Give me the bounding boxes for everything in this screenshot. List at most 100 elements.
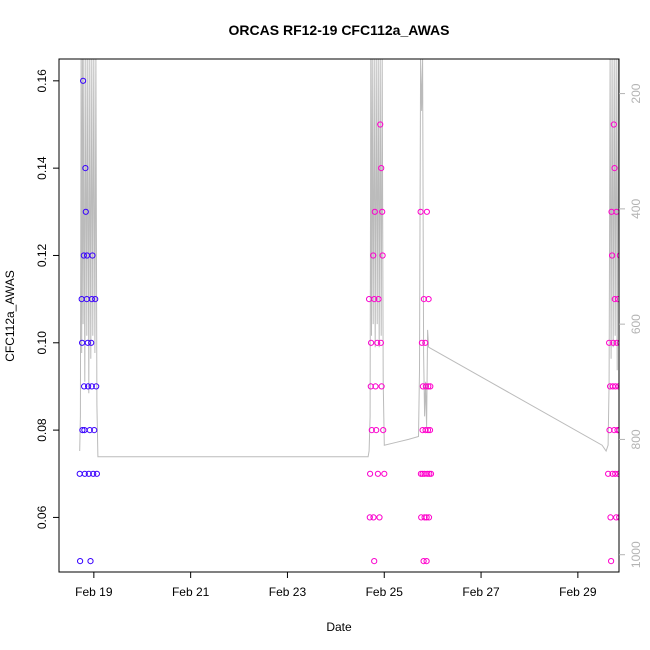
data-point (608, 558, 615, 565)
data-point (425, 296, 432, 303)
data-point (370, 252, 377, 259)
data-point (421, 514, 428, 521)
data-point (80, 77, 87, 84)
x-tick-label: Feb 21 (172, 585, 210, 599)
data-point (622, 384, 627, 389)
data-point (92, 296, 99, 303)
data-point (425, 383, 432, 390)
data-point (424, 427, 432, 434)
data-point (417, 208, 424, 215)
y-tick-label: 0.16 (35, 69, 49, 93)
data-point (93, 383, 100, 390)
data-point (372, 383, 379, 390)
y2-axis: 200 400 600 800 1000 (619, 83, 643, 568)
data-point (422, 339, 429, 346)
x-axis-label: Date (326, 620, 352, 634)
data-point (376, 514, 383, 521)
data-point (618, 429, 619, 432)
data-point (88, 296, 95, 303)
data-point (615, 470, 619, 477)
x-axis: Feb 19 Feb 21 Feb 23 Feb 25 Feb 27 Feb 29 (75, 572, 597, 599)
data-point (370, 514, 377, 521)
data-point (422, 383, 429, 390)
y-tick-label: 0.14 (35, 156, 49, 180)
data-point (426, 470, 433, 477)
y2-tick-label: 600 (629, 314, 643, 334)
data-point (368, 427, 375, 434)
data-point (375, 296, 382, 303)
plot-frame (58, 58, 620, 573)
data-point (612, 470, 619, 477)
y-tick-label: 0.12 (35, 243, 49, 267)
data-point (610, 339, 617, 346)
data-point (614, 427, 619, 434)
data-point (379, 208, 386, 215)
data-point (610, 121, 617, 128)
data-point (617, 339, 619, 346)
data-point (425, 514, 433, 521)
data-point (374, 470, 381, 477)
data-point (371, 296, 378, 303)
data-point (85, 383, 92, 390)
x-tick-label: Feb 25 (366, 585, 404, 599)
data-point (617, 383, 619, 389)
data-point (377, 339, 384, 346)
data-point (620, 384, 625, 389)
pressure-line (79, 59, 619, 458)
data-point (426, 427, 434, 434)
data-point (609, 252, 616, 259)
data-point (616, 427, 619, 434)
data-point (377, 121, 384, 128)
data-point (366, 514, 373, 521)
data-point (422, 427, 429, 434)
y-tick-label: 0.06 (35, 505, 49, 529)
data-point (419, 470, 426, 477)
data-point (605, 470, 612, 477)
data-point (611, 165, 618, 172)
data-point (423, 514, 430, 521)
x-tick-label: Feb 27 (462, 585, 500, 599)
data-point (82, 208, 89, 215)
data-point (79, 427, 86, 434)
data-point (81, 383, 88, 390)
data-point (371, 558, 378, 565)
data-point (77, 558, 84, 565)
data-point (613, 208, 619, 215)
data-point (378, 165, 385, 172)
data-point (421, 470, 428, 477)
data-point (427, 383, 434, 390)
data-point (93, 470, 101, 477)
data-point (417, 470, 424, 477)
y-tick-label: 0.08 (35, 418, 49, 442)
data-point (89, 252, 96, 259)
data-point (80, 252, 87, 259)
data-point (420, 558, 427, 565)
data-point (371, 208, 378, 215)
data-point (622, 471, 627, 476)
y-axis: 0.06 0.08 0.10 0.12 0.14 0.16 (35, 69, 59, 529)
plot-area (76, 59, 627, 565)
data-point (423, 208, 430, 215)
y2-tick-label: 200 (629, 83, 643, 103)
data-point (611, 296, 618, 303)
data-point (381, 470, 388, 477)
y-axis-label: CFC112a_AWAS (3, 270, 17, 362)
data-point (374, 339, 381, 346)
chart-title: ORCAS RF12-19 CFC112a_AWAS (229, 22, 450, 38)
x-tick-label: Feb 23 (269, 585, 307, 599)
data-point (85, 470, 92, 477)
y-tick-label: 0.10 (35, 331, 49, 355)
data-point (616, 514, 619, 521)
data-point (606, 427, 613, 434)
data-point (82, 165, 89, 172)
data-point (91, 427, 98, 434)
data-point (373, 427, 380, 434)
data-point (378, 383, 385, 390)
data-point (427, 470, 435, 477)
data-point (88, 383, 95, 390)
data-point (76, 470, 83, 477)
data-point (621, 515, 626, 520)
data-point (87, 558, 94, 565)
y2-tick-label: 800 (629, 429, 643, 449)
